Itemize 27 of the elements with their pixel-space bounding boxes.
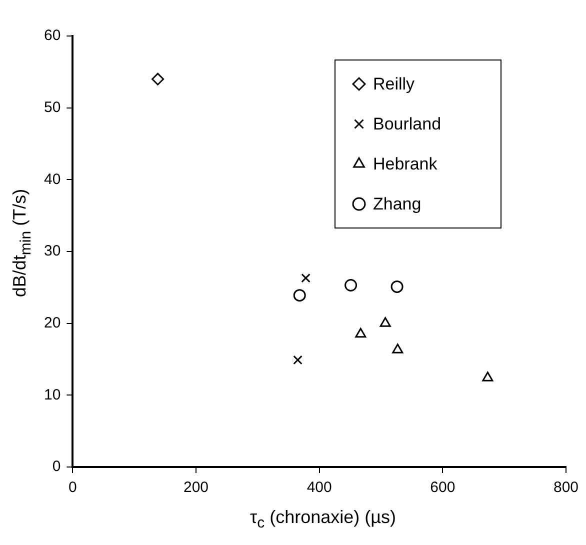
y-tick-label: 60	[44, 27, 61, 44]
y-tick-label: 20	[44, 314, 61, 332]
point	[301, 273, 310, 283]
x-tick-label: 0	[68, 479, 77, 496]
legend-label: Bourland	[373, 114, 442, 134]
legend-label: Zhang	[373, 194, 422, 214]
y-tick-label: 10	[44, 386, 61, 404]
point	[355, 328, 366, 338]
x-tick-label: 400	[306, 479, 332, 496]
point	[293, 355, 302, 365]
point	[392, 344, 404, 354]
y-tick-label: 0	[52, 458, 61, 476]
point	[380, 317, 391, 327]
x-axis-title: τ$_{c}$ (chronaxie) (µs)	[248, 507, 398, 532]
point	[344, 279, 358, 292]
point	[152, 72, 164, 86]
y-tick-label: 40	[44, 170, 61, 188]
x-tick-label: 200	[184, 479, 209, 496]
point	[482, 372, 494, 382]
y-tick-label: 50	[44, 98, 61, 116]
legend-label: Reilly	[373, 74, 416, 94]
point	[390, 280, 404, 293]
x-tick-label: 600	[430, 479, 456, 496]
legend-label: Hebrank	[373, 154, 438, 174]
x-tick-label: 800	[553, 479, 579, 496]
point	[293, 289, 306, 302]
y-tick-label: 30	[44, 242, 61, 260]
